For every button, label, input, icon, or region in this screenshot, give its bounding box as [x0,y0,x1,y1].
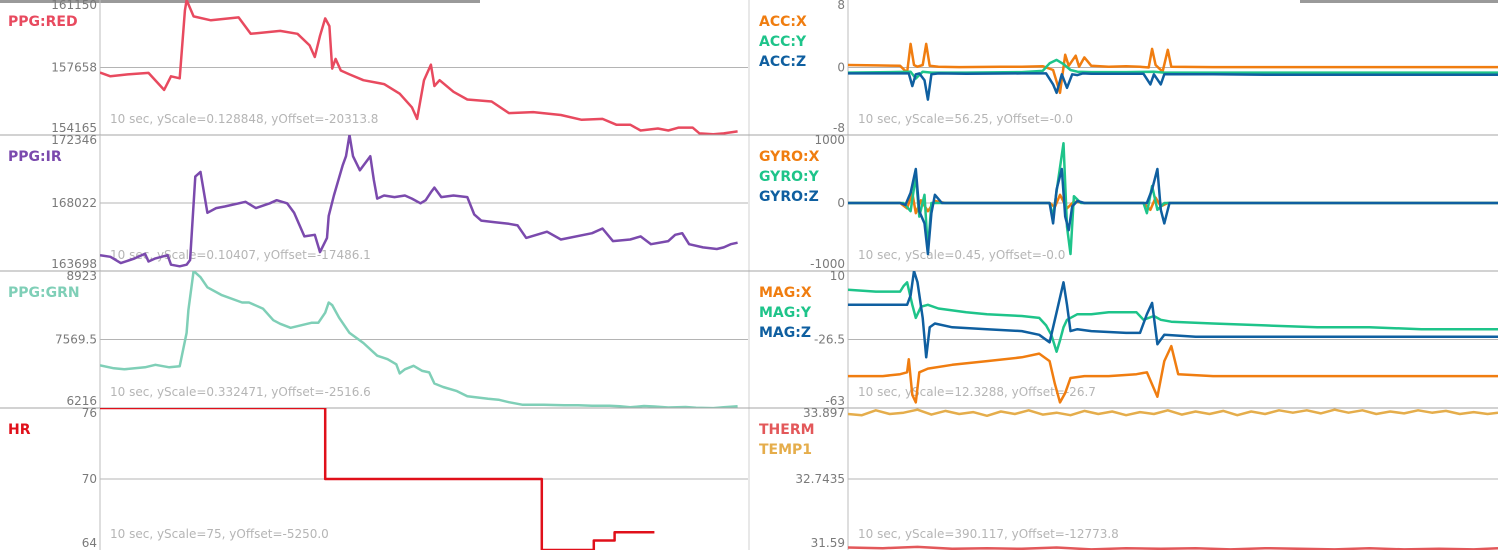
panel-acc: 8 0 -8 10 sec, yScale=56.25, yOffset=-0.0 AC… [759,0,1498,135]
y-tick-label: 8 [837,0,845,12]
y-tick-label: 154165 [51,121,97,135]
channel-label: GYRO:X [759,149,820,165]
series-line-ppg-ir [100,135,738,268]
scroll-indicator-right [1300,0,1498,3]
y-tick-label: 163698 [51,257,97,271]
series-line-acc-x [848,42,1498,95]
series-line-mag-y [848,281,1498,353]
y-tick-label: 33.897 [803,406,845,420]
y-tick-label: 7569.5 [55,333,97,347]
series-line-mag-x [848,344,1498,404]
series-line-mag-z [848,271,1498,359]
scale-info: 10 sec, yScale=390.117, yOffset=-12773.8 [858,527,1119,541]
y-tick-label: -63 [825,394,845,408]
scale-info: 10 sec, yScale=75, yOffset=-5250.0 [110,527,329,541]
panel-ppg-grn: 8923 7569.5 6216 10 sec, yScale=0.332471, y… [0,269,748,408]
panel-ppg-red: 161150 157658 154165 10 sec, yScale=0.12884… [8,0,748,135]
panel-gyro: 1000 0 -1000 10 sec, yScale=0.45, yOffset=-… [748,133,1498,271]
y-tick-label: 70 [82,472,97,486]
series-line-gyro-y [848,141,1498,256]
panel-therm: 33.897 32.7435 31.59 10 sec, yScale=390.117… [748,406,1498,550]
scale-info: 10 sec, yScale=0.128848, yOffset=-20313.… [110,112,378,126]
panel-ppg-ir: 172346 168022 163698 10 sec, yScale=0.10407… [0,133,748,271]
scale-info: 10 sec, yScale=0.332471, yOffset=-2516.6 [110,385,371,399]
scale-info: 10 sec, yScale=56.25, yOffset=-0.0 [858,112,1073,126]
channel-label: THERM [759,422,815,438]
scale-info: 10 sec, yScale=12.3288, yOffset=-26.7 [858,385,1096,399]
y-tick-label: 1000 [814,133,845,147]
y-tick-label: -1000 [810,257,845,271]
series-line-acc-z [848,72,1498,101]
y-tick-label: 32.7435 [795,472,845,486]
channel-label: ACC:Y [759,34,807,50]
channel-label: TEMP1 [759,442,812,458]
channel-label: GYRO:Y [759,169,820,185]
panel-hr: 76 70 64 10 sec, yScale=75, yOffset=-5250.0… [0,406,748,550]
channel-label: MAG:Y [759,305,812,321]
y-tick-label: 6216 [66,394,97,408]
channel-label: MAG:Z [759,325,811,341]
y-tick-label: -8 [833,121,845,135]
scale-info: 10 sec, yScale=0.10407, yOffset=-17486.1 [110,248,371,262]
scroll-indicator-left [0,0,480,3]
series-line-therm [848,545,1498,550]
channel-label: MAG:X [759,285,812,301]
y-tick-label: 8923 [66,269,97,283]
channel-label: PPG:RED [8,14,78,30]
y-tick-label: 76 [82,406,97,420]
y-tick-label: 168022 [51,196,97,210]
channel-label: ACC:Z [759,54,806,70]
series-line-ppg-grn [100,271,738,408]
y-tick-label: 64 [82,536,97,550]
y-tick-label: 161150 [51,0,97,12]
series-line-temp1 [848,408,1498,418]
series-line-hr [100,408,655,550]
y-tick-label: 157658 [51,61,97,75]
y-tick-label: -26.5 [814,333,845,347]
channel-label: GYRO:Z [759,189,819,205]
channel-label: PPG:IR [8,149,62,165]
panel-mag: 10 -26.5 -63 10 sec, yScale=12.3288, yOffse… [748,269,1498,408]
y-tick-label: 0 [837,61,845,75]
y-tick-label: 10 [830,269,845,283]
series-line-gyro-z [848,167,1498,256]
scale-info: 10 sec, yScale=0.45, yOffset=-0.0 [858,248,1065,262]
y-tick-label: 172346 [51,133,97,147]
y-tick-label: 31.59 [811,536,845,550]
series-line-acc-y [848,58,1498,80]
series-line-ppg-red [100,0,738,135]
y-tick-label: 0 [837,196,845,210]
channel-label: HR [8,422,31,438]
channel-label: PPG:GRN [8,285,80,301]
channel-label: ACC:X [759,14,807,30]
